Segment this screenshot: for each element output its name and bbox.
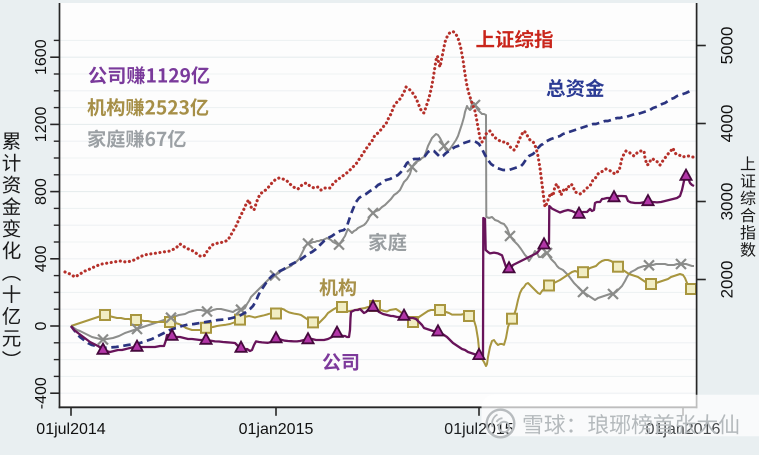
svg-text:3000: 3000 bbox=[718, 183, 737, 221]
svg-text:-400: -400 bbox=[33, 377, 50, 409]
svg-text:800: 800 bbox=[33, 178, 50, 205]
svg-text:5000: 5000 bbox=[718, 27, 737, 65]
svg-text:01jul2015: 01jul2015 bbox=[444, 421, 514, 438]
svg-text:01jan2015: 01jan2015 bbox=[239, 421, 314, 438]
svg-text:1200: 1200 bbox=[33, 107, 50, 143]
svg-text:01jul2014: 01jul2014 bbox=[36, 421, 106, 438]
svg-text:400: 400 bbox=[33, 245, 50, 272]
svg-text:4000: 4000 bbox=[718, 105, 737, 143]
svg-text:2000: 2000 bbox=[718, 261, 737, 299]
svg-text:1600: 1600 bbox=[33, 39, 50, 75]
svg-text:0: 0 bbox=[33, 321, 50, 330]
